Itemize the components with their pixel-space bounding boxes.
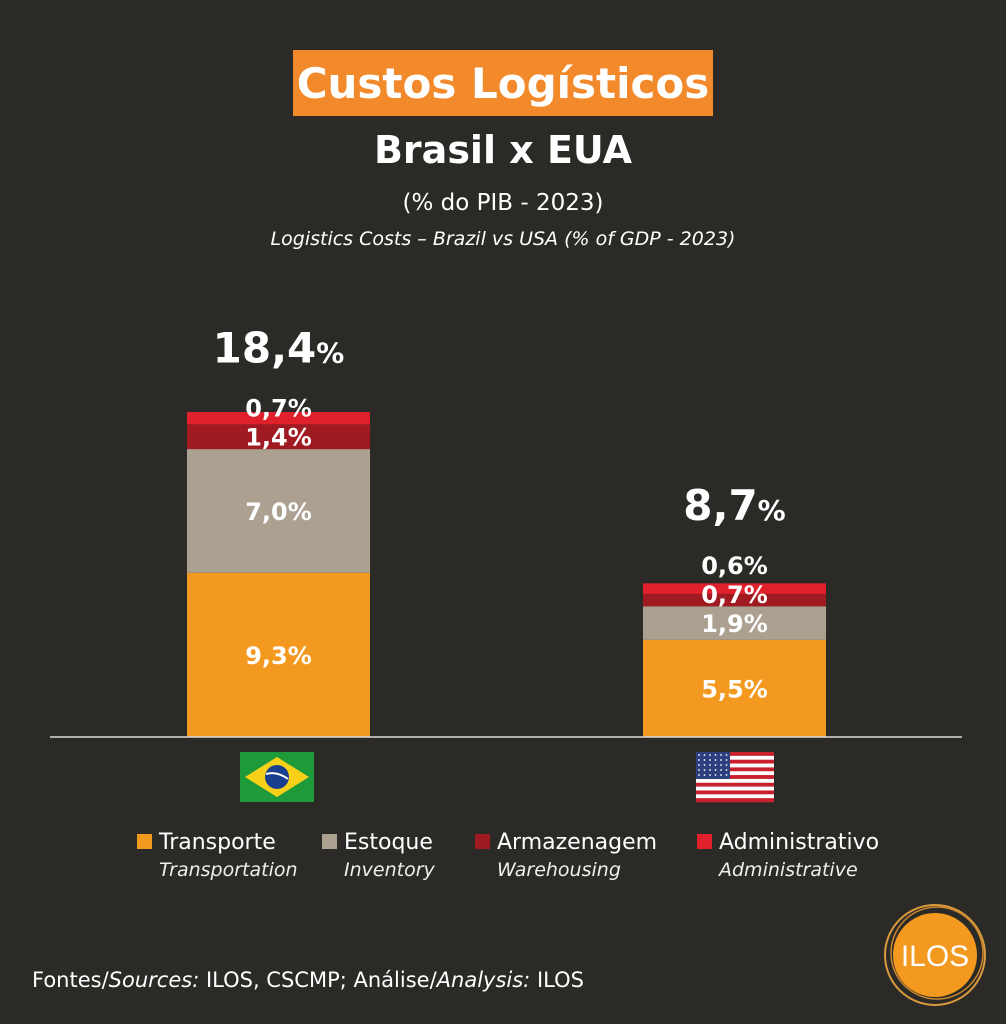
- source-text: Sources:: [108, 968, 200, 992]
- legend-label: Estoque: [344, 830, 433, 855]
- chart-title: Custos Logísticos: [296, 58, 710, 108]
- bar-segment-armazenagem-brasil: [187, 424, 370, 450]
- bar-segment-estoque-brasil: [187, 449, 370, 573]
- segment-label: 1,4%: [245, 424, 312, 452]
- segment-label: 0,6%: [701, 552, 768, 580]
- segment-label: 5,5%: [701, 675, 768, 703]
- bar-segment-estoque-eua: [643, 606, 826, 640]
- legend-item-estoque: Estoque Inventory: [322, 830, 435, 881]
- legend-label-en: Administrative: [719, 859, 858, 881]
- legend-label-en: Transportation: [159, 859, 298, 881]
- total-label: 8,7%: [683, 481, 785, 530]
- segment-label: 0,7%: [701, 581, 768, 609]
- bar-segment-administrativo-brasil: [187, 412, 370, 425]
- logo-text: ILOS: [901, 940, 969, 973]
- segment-label: 1,9%: [701, 610, 768, 638]
- source-text: ILOS: [530, 968, 584, 992]
- legend-swatch: [137, 834, 152, 849]
- bar-segment-armazenagem-eua: [643, 593, 826, 607]
- brazil-flag-icon: [240, 752, 314, 802]
- legend-item-armazenagem: Armazenagem Warehousing: [475, 830, 657, 881]
- ilos-logo: ILOS: [884, 904, 986, 1006]
- legend-item-administrativo: Administrativo Administrative: [697, 830, 879, 881]
- segment-label: 7,0%: [245, 498, 312, 526]
- legend-label-en: Inventory: [344, 859, 435, 881]
- legend-swatch: [322, 834, 337, 849]
- bar-segment-transporte-brasil: [187, 572, 370, 737]
- title-banner: Custos Logísticos: [293, 50, 713, 116]
- usa-flag-icon: [696, 752, 774, 803]
- source-note: Fontes/Sources: ILOS, CSCMP; Análise/Ana…: [32, 968, 584, 992]
- legend-swatch: [697, 834, 712, 849]
- source-text: Analysis:: [436, 968, 531, 992]
- legend-swatch: [475, 834, 490, 849]
- segment-label: 0,7%: [245, 395, 312, 423]
- total-label: 18,4%: [213, 324, 345, 373]
- legend-item-transporte: Transporte Transportation: [137, 830, 298, 881]
- legend-label: Transporte: [159, 830, 276, 855]
- source-text: ILOS, CSCMP; Análise/: [199, 968, 437, 992]
- legend-label: Armazenagem: [497, 830, 658, 855]
- bar-segment-administrativo-eua: [643, 583, 826, 594]
- unit-label: (% do PIB - 2023): [402, 190, 604, 216]
- bar-segment-transporte-eua: [643, 639, 826, 737]
- legend-label-en: Warehousing: [497, 859, 621, 881]
- legend-label: Administrativo: [719, 830, 880, 855]
- segment-label: 9,3%: [245, 642, 312, 670]
- chart-subtitle: Brasil x EUA: [373, 128, 633, 172]
- source-text: Fontes/: [32, 968, 109, 992]
- english-title: Logistics Costs – Brazil vs USA (% of GD…: [270, 228, 736, 250]
